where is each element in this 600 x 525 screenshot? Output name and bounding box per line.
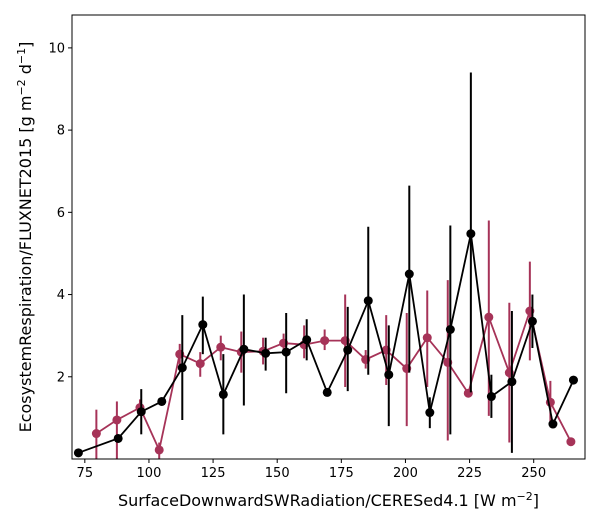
series-line [95, 307, 572, 453]
x-tick-label: 150 [265, 466, 290, 481]
data-point [343, 345, 353, 355]
data-point [320, 336, 330, 346]
data-point [404, 269, 414, 279]
y-axis-label: EcosystemRespiration/FLUXNET2015 [g m−2 … [15, 42, 36, 433]
data-point [113, 433, 123, 443]
y-tick-label: 4 [57, 288, 65, 303]
data-point [425, 408, 435, 418]
data-point [157, 396, 167, 406]
y-tick-label: 8 [57, 124, 65, 139]
series-1 [73, 72, 578, 458]
data-point [322, 387, 332, 397]
data-point [195, 359, 205, 369]
data-point [154, 445, 164, 455]
data-point [422, 333, 432, 343]
tick-layer: 75 100 125 150 175 200 225 250 2 4 6 8 10 [48, 41, 546, 481]
data-point [218, 389, 228, 399]
plot-frame [71, 14, 586, 460]
data-point [507, 377, 517, 387]
data-point [466, 229, 476, 239]
data-point [177, 363, 187, 373]
series-layer [73, 72, 578, 459]
data-point [363, 296, 373, 306]
y-tick-label: 6 [57, 206, 65, 221]
data-point [198, 320, 208, 330]
x-tick-label: 75 [77, 466, 94, 481]
x-axis-label: SurfaceDownwardSWRadiation/CERESed4.1 [W… [118, 490, 539, 511]
x-tick-label: 200 [393, 466, 418, 481]
data-point [239, 344, 249, 354]
data-point [112, 415, 122, 425]
data-point [445, 325, 455, 334]
data-point [566, 437, 576, 447]
data-point [568, 375, 578, 385]
x-tick-label: 225 [457, 466, 482, 481]
data-point [91, 429, 101, 439]
y-tick-label: 10 [48, 41, 65, 56]
data-point [548, 419, 558, 429]
data-point [484, 312, 494, 322]
data-point [216, 342, 226, 352]
data-point [486, 392, 496, 402]
x-tick-label: 175 [329, 466, 354, 481]
data-point [281, 347, 291, 357]
x-tick-label: 250 [521, 466, 546, 481]
data-point [73, 448, 83, 458]
data-point [384, 370, 394, 380]
x-tick-label: 100 [137, 466, 162, 481]
data-point [136, 407, 146, 417]
series-0 [91, 220, 576, 459]
data-point [527, 316, 537, 326]
x-tick-label: 125 [201, 466, 226, 481]
plot-area [73, 72, 578, 459]
data-point [302, 335, 312, 345]
data-point [261, 348, 271, 358]
y-tick-label: 2 [57, 370, 65, 385]
